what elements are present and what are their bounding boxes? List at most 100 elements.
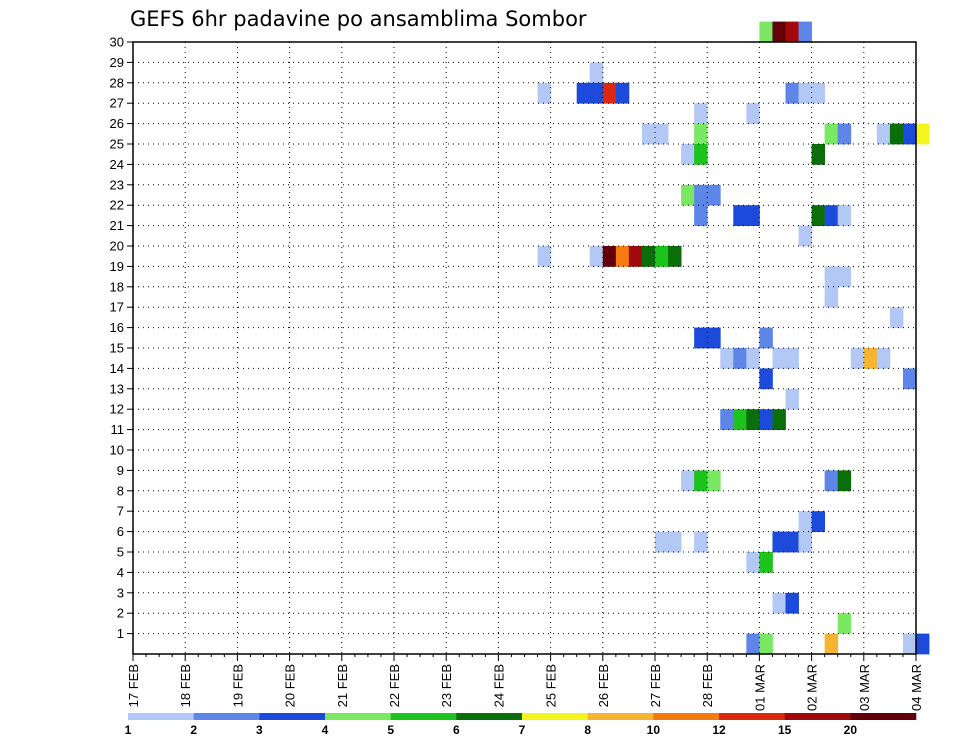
legend-label: 15 bbox=[778, 723, 792, 737]
precip-cell bbox=[785, 388, 799, 410]
y-tick-label: 7 bbox=[117, 504, 124, 519]
legend-label: 3 bbox=[256, 723, 263, 737]
legend-swatch bbox=[719, 713, 785, 720]
legend-label: 20 bbox=[844, 723, 858, 737]
precip-cell bbox=[694, 470, 708, 492]
precip-cell bbox=[720, 348, 734, 369]
x-tick-label: 23 FEB bbox=[439, 664, 454, 707]
y-tick-label: 28 bbox=[110, 75, 124, 90]
precip-cell bbox=[668, 246, 682, 267]
x-tick-label: 19 FEB bbox=[230, 664, 245, 707]
precip-cell bbox=[798, 531, 812, 553]
precip-cell bbox=[733, 205, 747, 226]
precip-cell bbox=[576, 82, 591, 104]
x-tick-label: 01 MAR bbox=[752, 664, 767, 711]
precip-cell bbox=[798, 82, 812, 104]
x-tick-label: 25 FEB bbox=[544, 664, 559, 707]
precip-cell bbox=[811, 82, 826, 104]
precip-cell bbox=[785, 21, 799, 43]
y-tick-label: 11 bbox=[111, 422, 125, 437]
y-tick-label: 29 bbox=[110, 55, 124, 70]
precip-cell bbox=[889, 307, 904, 328]
precip-cell bbox=[759, 409, 773, 430]
y-tick-label: 12 bbox=[110, 402, 124, 417]
precip-cell bbox=[850, 348, 865, 369]
precip-cell bbox=[902, 123, 917, 145]
precip-cell bbox=[589, 62, 604, 84]
legend-swatch bbox=[390, 713, 457, 720]
precip-cell bbox=[798, 21, 812, 43]
precip-cell bbox=[785, 531, 799, 553]
precip-cell bbox=[772, 592, 786, 614]
precip-cell bbox=[824, 266, 839, 288]
x-tick-label: 21 FEB bbox=[335, 664, 350, 707]
legend-swatch bbox=[522, 713, 588, 720]
precip-cell bbox=[916, 123, 930, 145]
precip-cell bbox=[785, 348, 799, 369]
precip-cell bbox=[916, 633, 930, 655]
legend-swatch bbox=[259, 713, 326, 720]
precip-cell bbox=[694, 144, 708, 165]
y-tick-label: 21 bbox=[110, 218, 124, 233]
legend-label: 8 bbox=[584, 723, 591, 737]
x-tick-label: 04 MAR bbox=[909, 664, 924, 711]
legend-label: 10 bbox=[647, 723, 661, 737]
y-tick-label: 3 bbox=[117, 585, 124, 600]
legend-swatch bbox=[193, 713, 260, 720]
precip-cell bbox=[772, 21, 786, 43]
x-tick-label: 28 FEB bbox=[700, 664, 715, 707]
precip-cell bbox=[759, 21, 773, 43]
x-tick-label: 03 MAR bbox=[857, 664, 872, 711]
legend-swatch bbox=[587, 713, 654, 720]
precip-cell bbox=[772, 348, 786, 369]
precip-cell bbox=[602, 246, 617, 267]
precip-cell bbox=[837, 470, 852, 492]
precip-cell bbox=[824, 205, 839, 226]
precip-cell bbox=[628, 246, 643, 267]
precip-cell bbox=[746, 103, 760, 124]
precip-cell bbox=[694, 184, 708, 206]
legend-swatch bbox=[128, 713, 194, 720]
precip-cell bbox=[655, 123, 669, 145]
x-tick-label: 27 FEB bbox=[648, 664, 663, 707]
precip-cell bbox=[694, 327, 708, 349]
precip-cell bbox=[759, 368, 773, 390]
legend-label: 4 bbox=[322, 723, 329, 737]
precip-cell bbox=[824, 633, 839, 655]
precip-cell bbox=[798, 225, 812, 247]
precip-cell bbox=[746, 348, 760, 369]
y-tick-label: 2 bbox=[117, 606, 124, 621]
precip-cell bbox=[772, 409, 786, 430]
x-tick-label: 17 FEB bbox=[126, 664, 141, 707]
precip-cell bbox=[746, 409, 760, 430]
precip-cell bbox=[615, 82, 630, 104]
precip-cell bbox=[707, 470, 721, 492]
precip-cell bbox=[811, 144, 826, 165]
y-tick-label: 15 bbox=[110, 341, 124, 356]
precip-cell bbox=[746, 552, 760, 573]
precip-cell bbox=[641, 123, 656, 145]
x-tick-label: 24 FEB bbox=[491, 664, 506, 707]
precip-cell bbox=[811, 511, 826, 532]
y-tick-label: 10 bbox=[110, 443, 124, 458]
y-tick-label: 27 bbox=[110, 96, 124, 111]
legend-label: 12 bbox=[712, 723, 726, 737]
precip-cell bbox=[733, 409, 747, 430]
y-tick-label: 17 bbox=[110, 300, 124, 315]
precip-cell bbox=[824, 470, 839, 492]
precip-cell bbox=[837, 123, 852, 145]
precip-cell bbox=[615, 246, 630, 267]
precip-cell bbox=[876, 123, 891, 145]
color-legend: 1 2 3 4 5 6 7 8 10 12 15 20 bbox=[125, 713, 917, 737]
y-tick-label: 24 bbox=[110, 157, 124, 172]
legend-swatch bbox=[325, 713, 391, 720]
precip-cell bbox=[707, 184, 721, 206]
precip-cell bbox=[837, 613, 852, 634]
y-tick-label: 25 bbox=[110, 137, 124, 152]
y-tick-label: 20 bbox=[110, 239, 124, 254]
precip-cell bbox=[589, 246, 604, 267]
precip-cell bbox=[759, 327, 773, 349]
precip-cell bbox=[798, 511, 812, 532]
